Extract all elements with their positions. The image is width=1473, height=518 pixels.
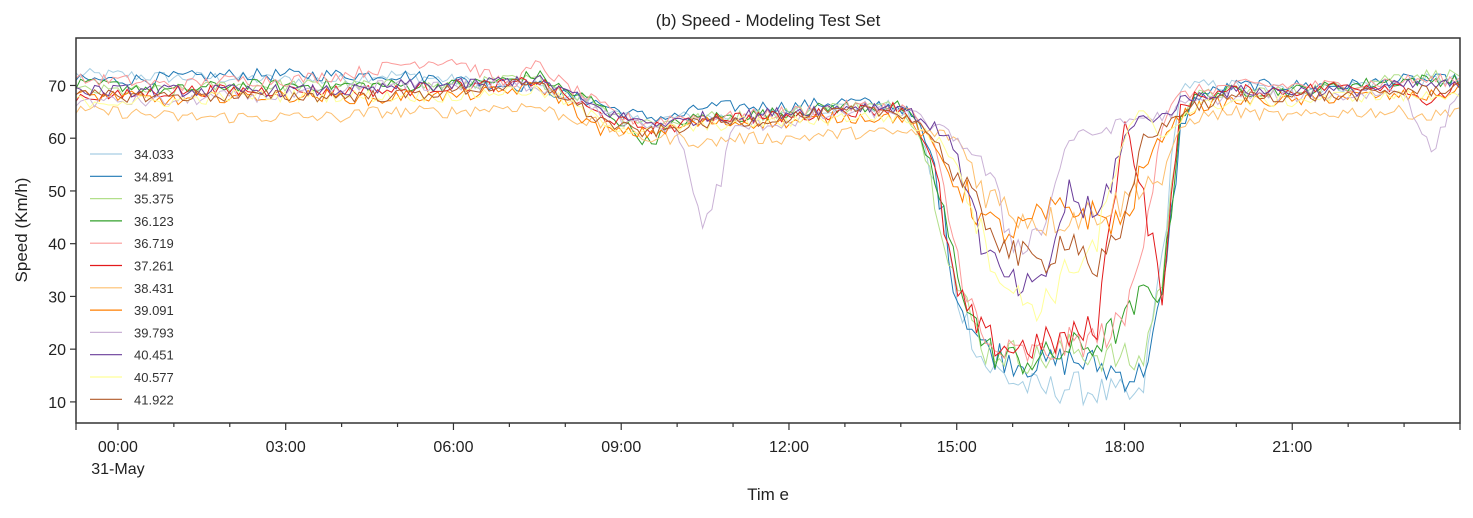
- legend-label: 34.033: [134, 147, 174, 162]
- y-tick-label: 50: [48, 184, 66, 201]
- x-tick-label: 21:00: [1272, 439, 1312, 456]
- y-tick-label: 30: [48, 289, 66, 306]
- series-line-36.719: [75, 58, 1460, 364]
- x-tick-label: 12:00: [769, 439, 809, 456]
- legend-label: 34.891: [134, 169, 174, 184]
- legend-label: 35.375: [134, 192, 174, 207]
- x-tick-label: 03:00: [266, 439, 306, 456]
- x-tick-sublabel: 31-May: [91, 461, 144, 478]
- series-line-41.922: [75, 78, 1460, 278]
- x-axis: 00:00 31-May 03:00 06:00 09:00 12:00 15:00 18:0…: [75, 423, 1461, 478]
- legend-label: 36.123: [134, 214, 174, 229]
- y-tick-label: 20: [48, 342, 66, 359]
- legend-label: 39.793: [134, 325, 174, 340]
- chart-title: (b) Speed - Modeling Test Set: [656, 11, 881, 30]
- y-tick-label: 70: [48, 78, 66, 95]
- legend-label: 36.719: [134, 236, 174, 251]
- x-tick-label: 18:00: [1104, 439, 1144, 456]
- plot-frame: [75, 37, 1461, 424]
- legend-label: 38.431: [134, 281, 174, 296]
- x-axis-label: Tim e: [747, 485, 789, 504]
- y-tick-label: 10: [48, 395, 66, 412]
- series-line-39.091: [75, 81, 1460, 245]
- legend: 34.033 34.891 35.375 36.123 36.719 37.261 38.4…: [90, 147, 174, 407]
- legend-label: 41.922: [134, 392, 174, 407]
- series-layer: [75, 58, 1460, 407]
- legend-label: 37.261: [134, 259, 174, 274]
- y-tick-label: 40: [48, 237, 66, 254]
- series-line-39.793: [75, 78, 1460, 256]
- y-axis-label: Speed (Km/h): [12, 178, 31, 283]
- legend-label: 39.091: [134, 303, 174, 318]
- series-line-40.451: [75, 74, 1460, 297]
- legend-label: 40.451: [134, 348, 174, 363]
- series-line-38.431: [75, 102, 1460, 237]
- y-axis: 10 20 30 40 50 60 70: [48, 78, 76, 412]
- x-tick-label: 06:00: [433, 439, 473, 456]
- legend-label: 40.577: [134, 370, 174, 385]
- series-line-35.375: [75, 68, 1460, 374]
- y-tick-label: 60: [48, 131, 66, 148]
- x-tick-label: 00:00: [98, 439, 138, 456]
- x-tick-label: 15:00: [937, 439, 977, 456]
- x-tick-label: 09:00: [601, 439, 641, 456]
